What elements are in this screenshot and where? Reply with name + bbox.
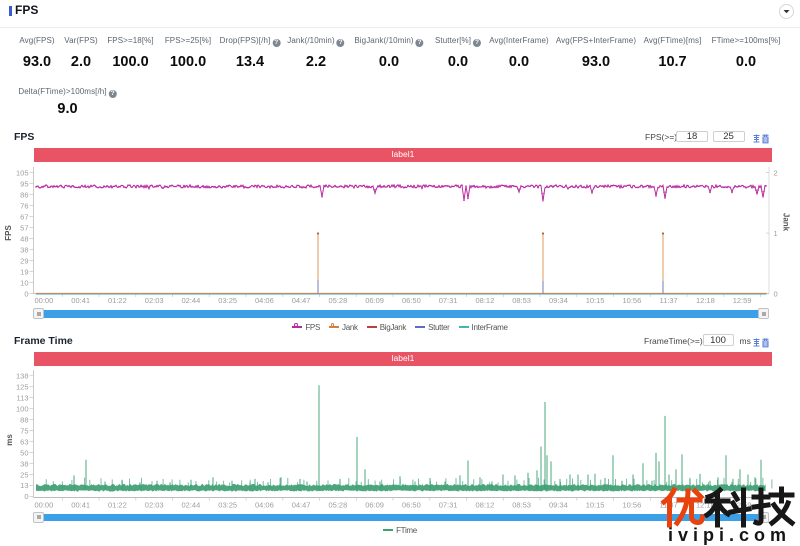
svg-text:63: 63 xyxy=(20,437,28,446)
svg-text:06:50: 06:50 xyxy=(402,501,421,510)
svg-text:38: 38 xyxy=(20,459,28,468)
svg-text:05:28: 05:28 xyxy=(329,296,348,305)
svg-text:12:18: 12:18 xyxy=(696,296,715,305)
svg-text:02:03: 02:03 xyxy=(145,296,164,305)
svg-text:48: 48 xyxy=(20,234,28,243)
svg-text:03:25: 03:25 xyxy=(218,296,237,305)
svg-text:FPS: FPS xyxy=(4,225,13,241)
svg-text:01:22: 01:22 xyxy=(108,501,127,510)
svg-text:125: 125 xyxy=(16,383,29,392)
svg-text:138: 138 xyxy=(16,372,29,381)
svg-text:02:44: 02:44 xyxy=(182,296,201,305)
svg-text:00:41: 00:41 xyxy=(71,501,90,510)
svg-text:19: 19 xyxy=(20,267,28,276)
svg-text:02:44: 02:44 xyxy=(182,501,201,510)
svg-text:09:34: 09:34 xyxy=(549,296,568,305)
svg-text:95: 95 xyxy=(20,179,28,188)
svg-text:09:34: 09:34 xyxy=(549,501,568,510)
svg-text:00:00: 00:00 xyxy=(35,501,54,510)
svg-text:04:06: 04:06 xyxy=(255,501,274,510)
svg-text:Jank: Jank xyxy=(782,213,791,232)
svg-text:10:15: 10:15 xyxy=(586,501,605,510)
svg-text:100: 100 xyxy=(16,404,29,413)
svg-text:67: 67 xyxy=(20,212,28,221)
svg-text:08:53: 08:53 xyxy=(512,296,531,305)
svg-text:13: 13 xyxy=(20,481,28,490)
svg-text:0: 0 xyxy=(24,492,28,501)
svg-text:12:59: 12:59 xyxy=(733,296,752,305)
svg-text:11:37: 11:37 xyxy=(659,296,677,305)
svg-text:04:47: 04:47 xyxy=(292,296,311,305)
svg-text:06:50: 06:50 xyxy=(402,296,421,305)
svg-text:10:56: 10:56 xyxy=(623,296,642,305)
svg-text:38: 38 xyxy=(20,245,28,254)
svg-text:88: 88 xyxy=(20,415,28,424)
svg-text:76: 76 xyxy=(20,201,28,210)
svg-text:06:09: 06:09 xyxy=(365,296,384,305)
svg-text:0: 0 xyxy=(774,289,778,298)
svg-text:ms: ms xyxy=(5,434,14,446)
svg-text:75: 75 xyxy=(20,426,28,435)
svg-text:02:03: 02:03 xyxy=(145,501,164,510)
svg-text:86: 86 xyxy=(20,190,28,199)
svg-text:07:31: 07:31 xyxy=(439,501,458,510)
svg-text:10:56: 10:56 xyxy=(623,501,642,510)
svg-text:07:31: 07:31 xyxy=(439,296,458,305)
svg-text:10:15: 10:15 xyxy=(586,296,605,305)
svg-text:50: 50 xyxy=(20,448,28,457)
svg-text:01:22: 01:22 xyxy=(108,296,127,305)
svg-text:05:28: 05:28 xyxy=(329,501,348,510)
svg-text:04:47: 04:47 xyxy=(292,501,311,510)
svg-text:0: 0 xyxy=(24,289,28,298)
svg-text:08:12: 08:12 xyxy=(476,501,495,510)
svg-text:1: 1 xyxy=(774,229,778,238)
svg-text:2: 2 xyxy=(774,168,778,177)
svg-text:03:25: 03:25 xyxy=(218,501,237,510)
svg-text:113: 113 xyxy=(17,393,29,402)
svg-text:08:12: 08:12 xyxy=(476,296,495,305)
svg-text:12:18: 12:18 xyxy=(696,501,715,510)
svg-text:57: 57 xyxy=(20,223,28,232)
svg-text:29: 29 xyxy=(20,256,28,265)
svg-text:25: 25 xyxy=(20,470,28,479)
svg-text:00:00: 00:00 xyxy=(35,296,54,305)
svg-text:105: 105 xyxy=(16,168,29,177)
svg-text:00:41: 00:41 xyxy=(71,296,90,305)
svg-text:04:06: 04:06 xyxy=(255,296,274,305)
svg-text:06:09: 06:09 xyxy=(365,501,384,510)
svg-text:08:53: 08:53 xyxy=(512,501,531,510)
svg-text:10: 10 xyxy=(20,278,28,287)
